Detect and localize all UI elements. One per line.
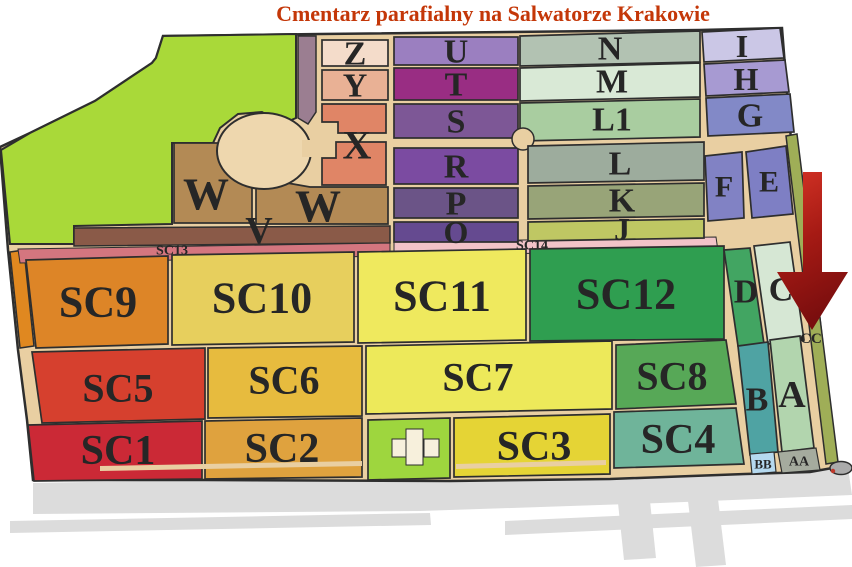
section-o <box>393 221 519 243</box>
section-h-label: H <box>734 61 759 97</box>
section-sc10-label: SC10 <box>212 274 312 323</box>
section-k-label: K <box>609 183 636 220</box>
section-sc10 <box>171 251 355 346</box>
plaza-corridor <box>302 140 334 157</box>
section-w-right-label: W <box>295 181 341 232</box>
section-b-label: B <box>746 382 769 419</box>
section-y <box>321 69 389 101</box>
inner-path-sc1-sc2 <box>100 461 362 471</box>
car-icon-light <box>830 468 836 474</box>
section-j <box>527 218 705 242</box>
section-sc6-label: SC6 <box>248 358 319 403</box>
inner-path-sc3 <box>456 460 606 469</box>
section-v <box>73 225 391 247</box>
section-sc7 <box>365 340 613 415</box>
l1-road-circle <box>511 127 535 151</box>
section-i-label: I <box>736 28 748 64</box>
section-sc12 <box>529 245 725 342</box>
section-d-label: D <box>734 274 759 311</box>
section-sc6 <box>207 345 363 419</box>
chapel-building-left-wing <box>391 438 408 458</box>
section-sc9-label: SC9 <box>59 278 137 327</box>
section-m <box>519 62 701 102</box>
road-outside-stub-2 <box>688 499 726 567</box>
road-outside-stub-1 <box>618 501 656 560</box>
section-y-label: Y <box>343 68 368 105</box>
section-r <box>393 147 519 185</box>
section-x-upper <box>321 103 387 134</box>
section-aa <box>777 447 821 474</box>
section-aa-label: AA <box>789 455 810 470</box>
section-c <box>753 241 805 345</box>
section-x-lower-label: X <box>343 123 372 168</box>
section-t <box>393 67 519 101</box>
section-t-label: T <box>445 67 468 104</box>
section-h <box>703 59 790 97</box>
section-sc7-label: SC7 <box>442 355 513 400</box>
road-outside-band-right-lower <box>505 505 852 535</box>
section-sc12-label: SC12 <box>576 270 676 319</box>
section-sc8-label: SC8 <box>636 354 707 399</box>
section-w-left-label: W <box>183 169 229 220</box>
section-sc5-label: SC5 <box>82 366 153 411</box>
section-l1-label: L1 <box>592 102 632 139</box>
section-g <box>705 93 795 137</box>
section-p <box>393 187 519 219</box>
section-e <box>745 145 794 219</box>
section-sc9 <box>25 255 169 349</box>
section-s-label: S <box>447 104 466 141</box>
oval-plaza <box>216 112 312 190</box>
section-bb <box>749 451 777 475</box>
section-e-label: E <box>759 166 779 199</box>
road-outside-band-left-lower <box>10 513 431 533</box>
page-title: Cmentarz parafialny na Salwatorze Krakow… <box>276 1 710 26</box>
section-j-label: J <box>614 211 630 247</box>
section-s <box>393 103 519 139</box>
section-f <box>704 151 745 222</box>
section-i <box>701 27 785 63</box>
section-o-label: O <box>444 214 469 250</box>
section-r-label: R <box>444 149 469 186</box>
section-sc4 <box>613 407 745 469</box>
section-m-label: M <box>596 64 628 101</box>
section-sc4-label: SC4 <box>641 417 716 463</box>
section-sc5 <box>31 347 206 424</box>
section-sc11 <box>357 248 527 344</box>
section-n-label: N <box>598 31 623 68</box>
section-g-label: G <box>737 98 763 135</box>
section-bb-label: BB <box>754 457 772 472</box>
mauve-strip <box>297 35 317 126</box>
section-sc8 <box>615 339 737 410</box>
car-icon-body <box>829 460 852 476</box>
section-p-label: P <box>446 186 467 223</box>
section-a-label: A <box>778 374 806 416</box>
section-sc11-label: SC11 <box>393 272 491 321</box>
section-l <box>527 141 705 184</box>
chapel-building-nave <box>405 428 424 466</box>
section-f-label: F <box>715 171 733 204</box>
section-cc-label: CC <box>800 331 822 347</box>
section-x-lower <box>321 141 387 186</box>
chapel-building-right-wing <box>423 438 440 458</box>
section-k <box>527 182 705 220</box>
entrance-arrow <box>777 172 848 330</box>
section-n <box>519 30 701 67</box>
section-l-label: L <box>609 146 632 183</box>
section-u <box>393 36 519 66</box>
section-z <box>321 39 389 67</box>
section-z-label: Z <box>344 36 367 73</box>
section-u-label: U <box>444 34 469 71</box>
